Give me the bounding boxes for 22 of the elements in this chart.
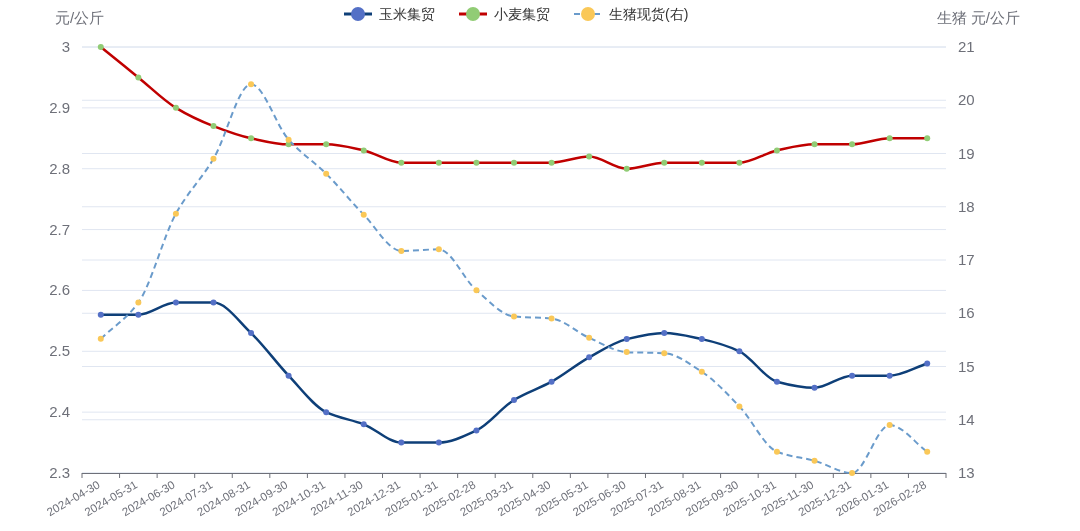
y-tick-label: 2.4 — [49, 403, 70, 421]
y-tick-label: 2.3 — [49, 464, 70, 481]
y-tick-label: 2.7 — [49, 220, 70, 238]
y2-tick-label: 16 — [958, 304, 975, 322]
y-axis-title: 元/公斤 — [55, 9, 105, 26]
y-tick-label: 2.9 — [49, 98, 70, 116]
y2-tick-label: 19 — [958, 144, 975, 162]
y2-tick-label: 20 — [958, 91, 975, 109]
legend-label: 小麦集贸 — [494, 6, 550, 22]
y2-axis-title: 生猪 元/公斤 — [936, 9, 1020, 26]
y2-tick-label: 17 — [958, 251, 975, 268]
y2-tick-label: 14 — [958, 410, 975, 428]
legend-label: 生猪现货(右) — [609, 6, 689, 22]
y2-tick-label: 15 — [958, 357, 975, 375]
y-tick-label: 2.6 — [49, 281, 70, 299]
y-tick-label: 3 — [61, 38, 70, 55]
y2-tick-label: 18 — [958, 197, 975, 215]
y2-tick-label: 13 — [958, 464, 975, 481]
y-tick-label: 2.8 — [49, 159, 70, 177]
legend-label: 玉米集贸 — [379, 6, 435, 22]
y-tick-label: 2.5 — [49, 342, 70, 360]
y2-tick-label: 21 — [958, 38, 975, 55]
